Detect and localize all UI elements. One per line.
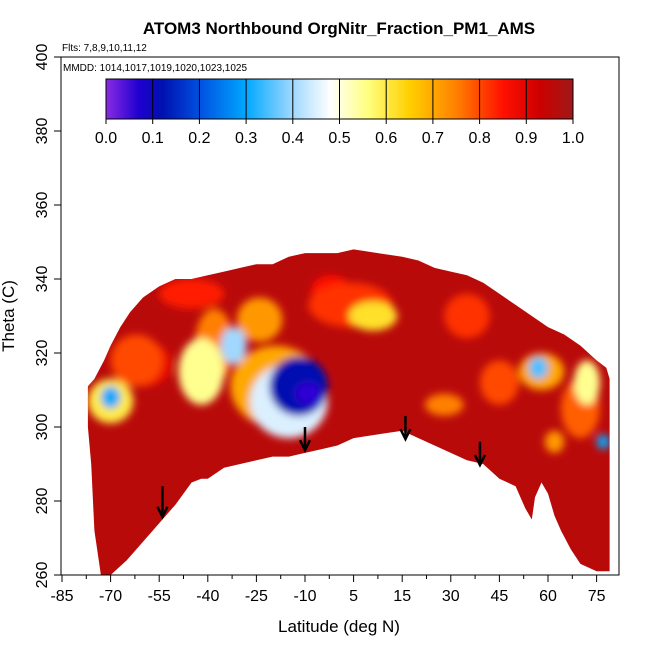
colorbar-label: 0.2 — [188, 130, 210, 147]
curtain-patch — [110, 334, 163, 387]
x-tick-label: -70 — [99, 588, 122, 605]
curtain-patch — [220, 327, 247, 365]
colorbar-label: 0.7 — [422, 130, 444, 147]
x-tick-label: -10 — [293, 588, 316, 605]
y-tick-label: 360 — [34, 192, 51, 219]
descent-arrow — [156, 486, 169, 520]
x-tick-label: -25 — [245, 588, 268, 605]
curtain-patch — [236, 297, 283, 342]
colorbar-label: 0.5 — [328, 130, 350, 147]
colorbar-label: 0.6 — [375, 130, 397, 147]
curtain-patch — [596, 434, 610, 450]
colorbar-label: 0.3 — [235, 130, 257, 147]
y-tick-label: 400 — [34, 44, 51, 71]
curtain-patch — [178, 338, 224, 405]
y-tick-label: 260 — [34, 562, 51, 589]
colorbar: 0.0 0.1 0.2 0.3 0.4 0.5 0.6 0.7 0.8 0.9 1.0 — [95, 78, 584, 147]
x-tick-label: 75 — [588, 588, 606, 605]
axes: -85 -70 -55 -40 -25 -10 5 15 30 45 60 75 260 280 300 32… — [34, 44, 606, 605]
x-tick-label: -55 — [148, 588, 171, 605]
x-tick-label: -85 — [50, 588, 73, 605]
curtain-patch — [480, 360, 519, 405]
y-tick-label: 340 — [34, 266, 51, 293]
colorbar-label: 0.1 — [142, 130, 164, 147]
x-tick-label: 30 — [442, 588, 460, 605]
flights-note: Flts: 7,8,9,10,11,12 — [62, 43, 147, 54]
colorbar-label: 1.0 — [562, 130, 584, 147]
x-tick-label: 45 — [491, 588, 509, 605]
curtain-patch — [424, 393, 464, 416]
curtain-patch — [544, 430, 565, 453]
x-tick-label: 15 — [393, 588, 411, 605]
colorbar-label: 0.4 — [282, 130, 304, 147]
curtain-patch — [573, 360, 600, 405]
descent-arrow — [298, 427, 312, 453]
curtain-patch — [269, 356, 328, 416]
colorbar-label: 0.0 — [95, 130, 117, 147]
y-axis-label: Theta (C) — [0, 280, 18, 352]
curtain-patch — [295, 382, 322, 405]
y-tick-label: 320 — [34, 340, 51, 367]
colorbar-label: 0.8 — [468, 130, 490, 147]
curtain-patch — [100, 386, 121, 409]
curtain-patch — [528, 356, 548, 379]
x-tick-label: 5 — [349, 588, 358, 605]
descent-arrow — [399, 415, 412, 442]
x-tick-label: -40 — [196, 588, 219, 605]
curtain-patch — [159, 279, 225, 309]
colorbar-label: 0.9 — [515, 130, 537, 147]
dates-note: MMDD: 1014,1017,1019,1020,1023,1025 — [63, 63, 247, 74]
x-tick-label: 60 — [539, 588, 557, 605]
y-tick-label: 300 — [34, 414, 51, 441]
y-tick-label: 380 — [34, 118, 51, 145]
y-tick-label: 280 — [34, 488, 51, 515]
plot-frame — [60, 56, 620, 576]
chart-title: ATOM3 Northbound OrgNitr_Fraction_PM1_AM… — [143, 19, 535, 38]
curtain-patch — [348, 301, 398, 331]
descent-arrow — [473, 441, 487, 468]
curtain-patch — [444, 293, 490, 339]
x-axis-label: Latitude (deg N) — [278, 617, 400, 636]
